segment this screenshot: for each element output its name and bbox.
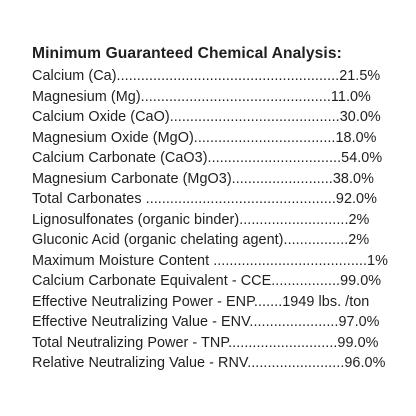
analysis-row-calcium-oxide: Calcium Oxide (CaO).....................… <box>32 107 392 128</box>
analysis-row-rnv: Relative Neutralizing Value - RNV.......… <box>32 353 392 374</box>
analysis-row-calcium-carbonate: Calcium Carbonate (CaO3)................… <box>32 148 392 169</box>
analysis-row-magnesium-oxide: Magnesium Oxide (MgO)...................… <box>32 128 392 149</box>
analysis-heading: Minimum Guaranteed Chemical Analysis: <box>32 45 342 62</box>
analysis-row-magnesium: Magnesium (Mg)..........................… <box>32 87 392 108</box>
analysis-row-text: Total Carbonates .......................… <box>32 191 377 207</box>
analysis-row-text: Magnesium Oxide (MgO)...................… <box>32 129 377 146</box>
analysis-row-text: Calcium Oxide (CaO).....................… <box>32 109 381 125</box>
analysis-row-magnesium-carbonate: Magnesium Carbonate (MgO3)..............… <box>32 169 392 190</box>
analysis-row-text: Effective Neutralizing Value - ENV......… <box>32 314 380 330</box>
analysis-row-calcium: Calcium (Ca)............................… <box>32 66 392 87</box>
analysis-list: Calcium (Ca)............................… <box>32 66 392 374</box>
analysis-row-tnp: Total Neutralizing Power - TNP..........… <box>32 333 392 354</box>
analysis-row-text: Total Neutralizing Power - TNP..........… <box>32 334 379 351</box>
analysis-row-text: Maximum Moisture Content ...............… <box>32 252 388 269</box>
analysis-row-cce: Calcium Carbonate Equivalent - CCE......… <box>32 271 392 292</box>
analysis-row-text: Calcium Carbonate Equivalent - CCE......… <box>32 273 382 289</box>
analysis-row-gluconic-acid: Gluconic Acid (organic chelating agent).… <box>32 230 392 251</box>
analysis-row-text: Lignosulfonates (organic binder)........… <box>32 211 370 228</box>
analysis-row-text: Gluconic Acid (organic chelating agent).… <box>32 232 370 248</box>
analysis-row-text: Calcium Carbonate (CaO3)................… <box>32 150 383 166</box>
analysis-row-text: Magnesium (Mg)..........................… <box>32 88 371 105</box>
analysis-row-enp: Effective Neutralizing Power - ENP......… <box>32 292 392 313</box>
analysis-row-text: Magnesium Carbonate (MgO3)..............… <box>32 170 374 187</box>
analysis-row-lignosulfonates: Lignosulfonates (organic binder)........… <box>32 210 392 231</box>
analysis-row-moisture: Maximum Moisture Content ...............… <box>32 251 392 272</box>
analysis-row-total-carbonates: Total Carbonates .......................… <box>32 189 392 210</box>
analysis-row-text: Calcium (Ca)............................… <box>32 68 381 84</box>
chemical-analysis-panel: Minimum Guaranteed Chemical Analysis: Ca… <box>32 44 392 374</box>
analysis-row-text: Relative Neutralizing Value - RNV.......… <box>32 355 386 371</box>
analysis-row-env: Effective Neutralizing Value - ENV......… <box>32 312 392 333</box>
analysis-row-text: Effective Neutralizing Power - ENP......… <box>32 293 370 310</box>
